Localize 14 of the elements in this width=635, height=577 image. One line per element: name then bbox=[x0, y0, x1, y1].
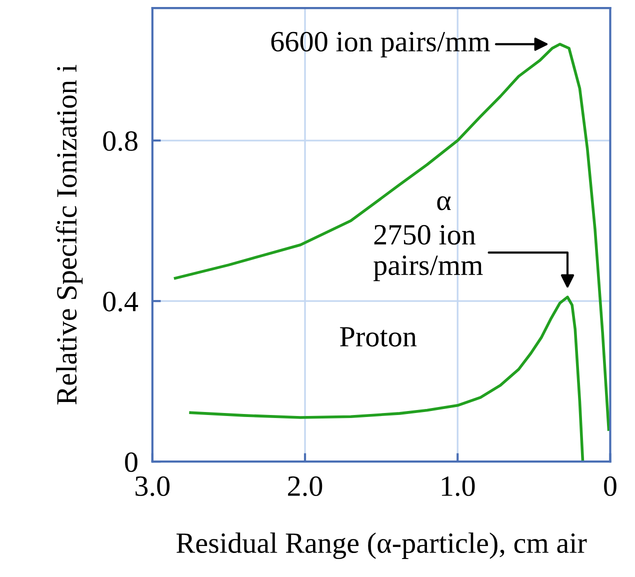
annotation: 2750 ion pairs/mm bbox=[374, 224, 483, 282]
line-series bbox=[189, 296, 584, 462]
x-tick-label: 0 bbox=[604, 476, 616, 496]
x-tick-label: 2.0 bbox=[288, 476, 322, 496]
x-tick-label: 1.0 bbox=[442, 476, 475, 496]
x-tick-label: 3.0 bbox=[136, 476, 170, 496]
y-axis-title: Relative Specific Ionization i bbox=[56, 64, 83, 404]
y-tick-label: 0 bbox=[125, 452, 138, 472]
series-label: α bbox=[437, 196, 451, 210]
y-tick-label: 0.8 bbox=[103, 131, 138, 152]
y-tick-label: 0.4 bbox=[103, 292, 138, 312]
text: Proton bbox=[340, 327, 417, 347]
x-axis-title: Residual Range (α-particle), cm air bbox=[176, 532, 587, 560]
annotation: 6600 ion pairs/mm bbox=[271, 32, 490, 58]
